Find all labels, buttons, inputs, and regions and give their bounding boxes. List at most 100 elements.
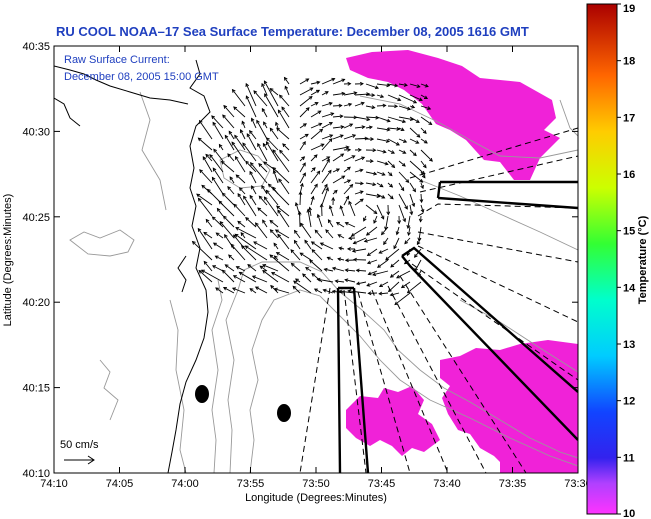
current-vector	[273, 243, 279, 250]
current-vector-head	[417, 272, 422, 277]
current-vector-head	[316, 89, 321, 94]
current-vector	[365, 126, 373, 129]
current-vector	[235, 227, 257, 239]
current-vector	[192, 241, 213, 261]
current-vector-head	[250, 117, 255, 122]
current-vector-head	[387, 288, 392, 293]
current-vector	[409, 160, 425, 175]
current-vector-head	[203, 231, 208, 236]
current-vector	[245, 95, 257, 118]
current-vector	[310, 123, 322, 129]
current-vector	[249, 195, 257, 206]
current-vector	[269, 254, 290, 272]
current-vector-head	[320, 143, 325, 148]
current-vector-head	[311, 248, 316, 253]
current-vector-head	[407, 231, 411, 237]
current-vector	[262, 270, 279, 283]
current-vector	[212, 216, 224, 228]
current-vector	[420, 171, 426, 179]
current-vector-head	[230, 243, 235, 248]
colorbar-tick-label: 11	[623, 452, 635, 464]
current-vector-head	[211, 216, 216, 221]
current-vector	[396, 270, 411, 279]
current-vector	[291, 263, 301, 272]
current-vector	[240, 129, 246, 140]
current-vector	[277, 209, 290, 228]
current-vector	[310, 154, 318, 162]
current-vector	[201, 269, 224, 283]
current-vector-head	[241, 120, 246, 125]
current-vector	[281, 106, 290, 118]
current-vector-head	[265, 189, 270, 194]
current-vector-head	[198, 269, 203, 274]
current-vector-head	[348, 102, 353, 107]
current-vector	[418, 226, 422, 241]
current-vector	[310, 102, 319, 107]
current-vector-head	[281, 106, 286, 111]
current-vector	[404, 259, 411, 265]
current-vector-head	[323, 267, 328, 272]
current-vector	[266, 137, 279, 151]
current-vector-head	[310, 241, 315, 245]
current-note-line1: Raw Surface Current:	[64, 54, 170, 66]
current-vector-head	[316, 80, 321, 85]
current-vector-head	[348, 200, 352, 205]
current-vector-head	[292, 285, 297, 290]
current-vector	[420, 160, 427, 168]
current-vector-head	[284, 85, 289, 90]
current-vector-head	[402, 150, 407, 154]
current-vector-head	[324, 183, 328, 188]
current-vector-head	[253, 90, 258, 95]
current-vector-head	[278, 178, 282, 183]
current-vector	[387, 83, 398, 87]
current-vector-head	[365, 231, 370, 236]
current-vector-head	[304, 133, 309, 138]
current-vector	[387, 116, 406, 123]
current-vector	[229, 176, 235, 184]
current-vector-head	[299, 252, 304, 257]
current-vector	[266, 141, 279, 162]
current-vector-head	[202, 156, 207, 161]
current-vector	[228, 254, 235, 261]
current-vector-head	[384, 161, 389, 166]
current-vector-head	[231, 287, 237, 291]
current-vector-head	[339, 134, 344, 138]
current-vector-head	[235, 174, 240, 179]
current-vector	[379, 248, 389, 254]
current-vector-head	[237, 193, 242, 198]
current-vector	[409, 127, 421, 138]
current-vector-head	[232, 275, 237, 279]
current-vector-head	[212, 121, 217, 126]
current-vector	[209, 154, 224, 173]
current-vector-head	[301, 156, 306, 161]
current-vector-head	[363, 217, 367, 222]
current-vector-head	[405, 179, 410, 184]
current-vector	[299, 96, 313, 107]
current-vector-head	[403, 139, 408, 143]
x-tick-label: 74:00	[171, 478, 199, 490]
current-vector-head	[247, 264, 252, 268]
current-vector-head	[272, 167, 277, 171]
current-vector	[270, 285, 279, 294]
current-vector	[249, 130, 257, 140]
current-vector	[213, 242, 224, 250]
current-vector	[311, 241, 323, 250]
current-vector	[317, 214, 323, 228]
current-vector-head	[337, 257, 342, 262]
current-vector-head	[406, 106, 412, 111]
current-vector-head	[329, 134, 334, 138]
current-vector-head	[327, 169, 332, 174]
current-vector-head	[406, 224, 411, 230]
current-vector-head	[277, 233, 282, 238]
current-vector	[258, 195, 268, 206]
current-vector-head	[211, 265, 217, 269]
current-note-line2: December 08, 2005 15:00 GMT	[64, 71, 219, 83]
current-vector	[299, 78, 309, 85]
current-vector	[256, 120, 268, 140]
current-vector	[376, 138, 390, 142]
current-vector-head	[211, 176, 216, 181]
current-vector	[261, 185, 268, 195]
current-vector-head	[264, 93, 268, 98]
current-vector-head	[373, 171, 378, 176]
current-vector-head	[279, 149, 283, 154]
